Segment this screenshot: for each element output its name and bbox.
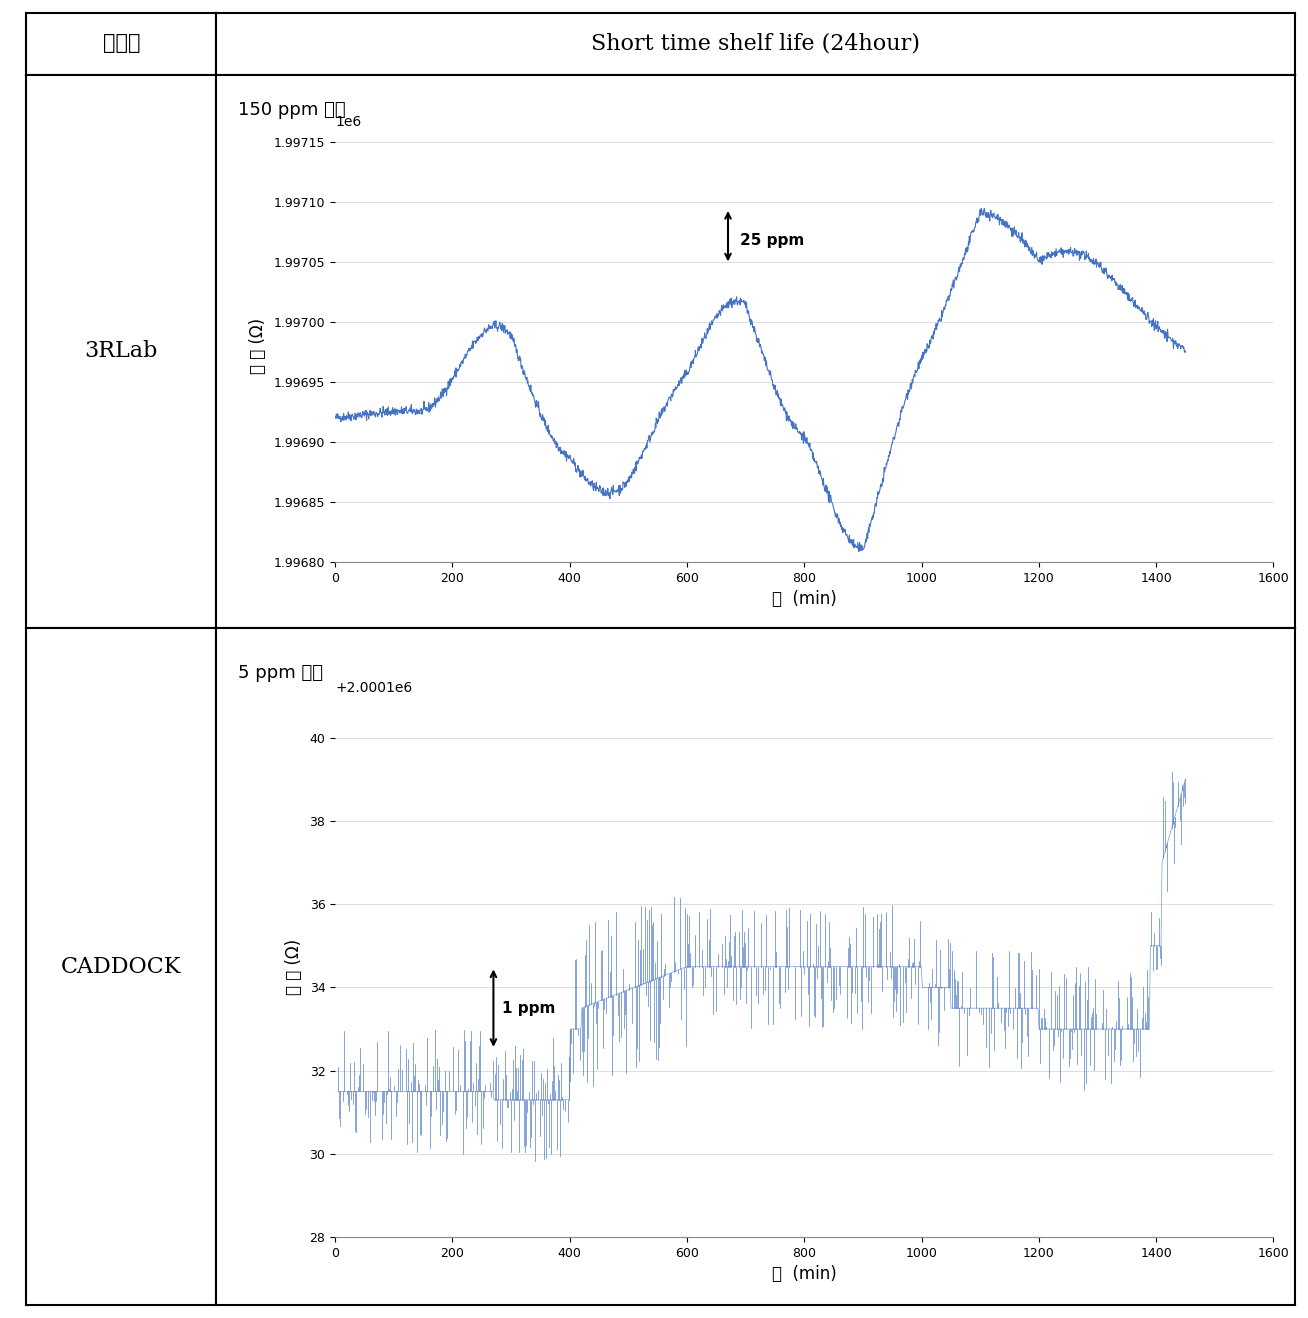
Text: 150 ppm 이내: 150 ppm 이내	[238, 101, 345, 119]
Y-axis label: 저 항 (Ω): 저 항 (Ω)	[249, 318, 267, 374]
Text: 1 ppm: 1 ppm	[502, 1000, 556, 1016]
Text: CADDOCK: CADDOCK	[61, 956, 182, 978]
Text: 회사명: 회사명	[102, 34, 140, 54]
Text: 25 ppm: 25 ppm	[740, 233, 804, 248]
X-axis label: 분  (min): 분 (min)	[772, 590, 837, 608]
Text: 3RLab: 3RLab	[85, 340, 158, 362]
X-axis label: 분  (min): 분 (min)	[772, 1265, 837, 1284]
Text: 5 ppm 이내: 5 ppm 이내	[238, 664, 323, 683]
Y-axis label: 저 항 (Ω): 저 항 (Ω)	[285, 938, 302, 995]
Text: Short time shelf life (24hour): Short time shelf life (24hour)	[591, 33, 921, 55]
